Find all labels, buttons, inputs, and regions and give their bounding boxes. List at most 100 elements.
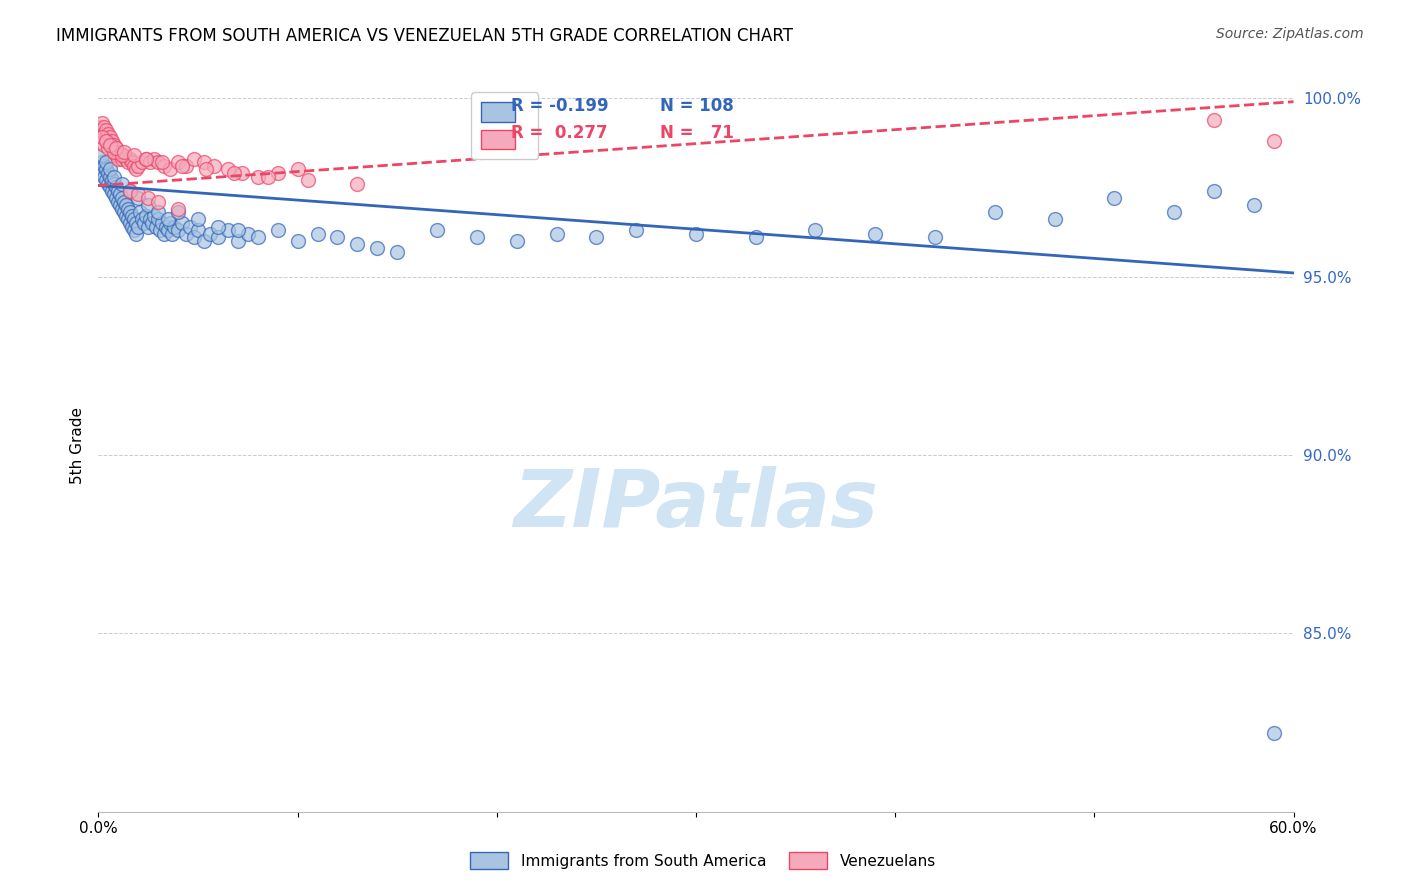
Point [107,184,129,198]
Point [145,219,167,234]
Point [131,212,153,227]
Point [103,169,125,184]
Point [139,212,162,227]
Point [346,237,368,252]
Point [98,169,122,184]
Point [98,180,122,194]
Point [115,198,138,212]
Point [127,219,149,234]
Point [124,159,146,173]
Point [101,134,124,148]
Point [97,141,120,155]
Point [124,223,146,237]
Point [125,216,148,230]
Point [103,187,125,202]
Point [187,223,209,237]
Point [174,159,197,173]
Point [98,162,122,177]
Point [96,155,118,169]
Text: N =   71: N = 71 [661,124,734,142]
Point [163,219,186,234]
Point [1043,212,1066,227]
Point [150,216,173,230]
Point [96,134,118,148]
Point [465,230,488,244]
Point [93,120,115,134]
Point [97,134,120,148]
Point [117,212,139,227]
Point [159,162,181,177]
Point [107,145,129,159]
Point [103,177,125,191]
Point [127,159,149,173]
Point [103,145,125,159]
Point [91,130,114,145]
Point [804,223,827,237]
Point [1263,134,1285,148]
Point [112,194,135,209]
Point [91,166,114,180]
Point [105,180,128,194]
Point [202,159,225,173]
Point [366,241,388,255]
Point [120,205,142,219]
Text: N = 108: N = 108 [661,97,734,115]
Point [183,230,205,244]
Point [93,137,115,152]
Point [546,227,568,241]
Point [91,155,114,169]
Point [1202,184,1225,198]
Point [143,152,166,166]
Point [131,155,153,169]
Point [267,166,290,180]
Point [139,155,162,169]
Point [127,191,149,205]
Point [103,137,125,152]
Point [97,127,120,141]
Point [121,209,143,223]
Point [172,159,194,173]
Point [120,216,142,230]
Point [226,234,249,248]
Point [685,227,707,241]
Point [96,173,118,187]
Point [112,205,135,219]
Legend: Immigrants from South America, Venezuelans: Immigrants from South America, Venezuela… [464,846,942,875]
Point [174,227,197,241]
Point [148,205,170,219]
Point [120,152,142,166]
Point [148,194,170,209]
Point [135,152,157,166]
Point [101,173,124,187]
Text: Source: ZipAtlas.com: Source: ZipAtlas.com [1216,27,1364,41]
Point [195,162,218,177]
Point [346,177,368,191]
Point [160,227,183,241]
Point [135,209,157,223]
Point [626,223,648,237]
Point [153,159,176,173]
Point [585,230,607,244]
Point [143,209,166,223]
Point [231,166,253,180]
Point [157,212,180,227]
Point [193,155,215,169]
Point [148,155,170,169]
Point [426,223,449,237]
Point [179,219,201,234]
Point [105,141,128,155]
Point [112,145,135,159]
Point [287,234,309,248]
Point [745,230,768,244]
Point [105,148,128,162]
Point [124,148,146,162]
Point [865,227,887,241]
Point [506,234,529,248]
Point [98,137,122,152]
Point [149,223,172,237]
Point [217,162,239,177]
Point [129,205,152,219]
Point [157,223,180,237]
Point [110,198,132,212]
Point [111,148,134,162]
